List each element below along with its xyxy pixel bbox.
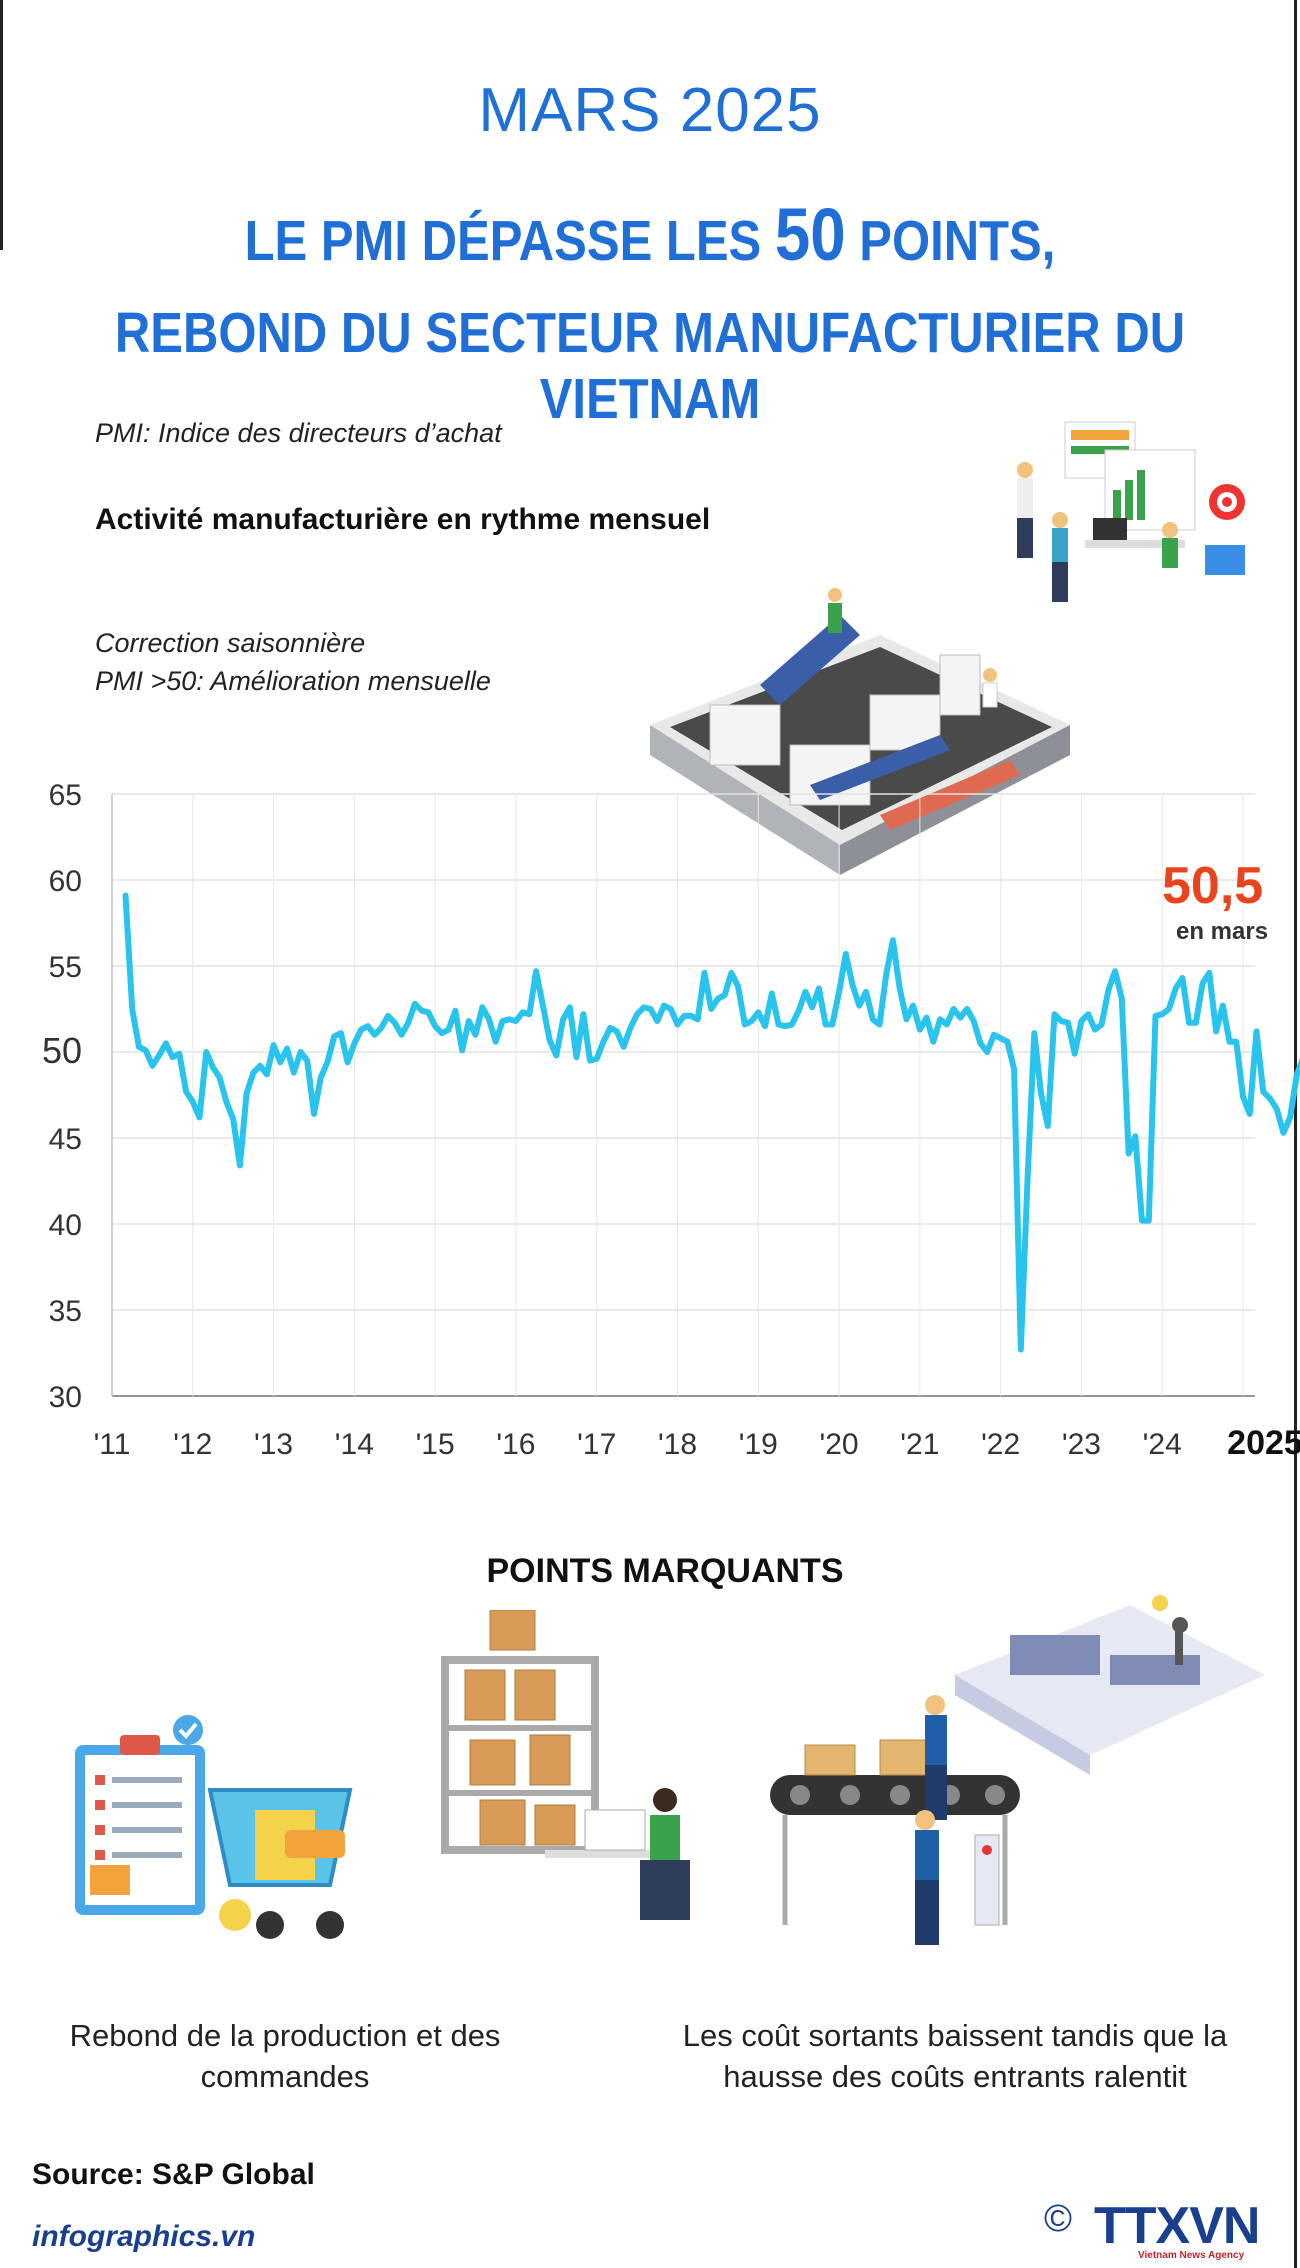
x-tick-label: 2025 [1227,1424,1300,1462]
source-credit: Source: S&P Global [32,2158,315,2191]
copyright-symbol: © [1044,2198,1072,2240]
x-tick-label: '16 [496,1428,535,1461]
headline-line-2: REBOND DU SECTEUR MANUFACTURIER DU VIETN… [114,301,1186,431]
x-tick-label: '23 [1062,1428,1101,1461]
x-tick-label: '22 [981,1428,1020,1461]
y-axis-ticks: 65 60 55 50 45 40 35 30 [42,779,82,1414]
frame-top-left [0,0,3,250]
y-tick-label: 65 [49,779,82,812]
production-line-illustration [770,1595,1265,1945]
y-tick-label: 55 [49,951,82,984]
y-tick-label: 60 [49,865,82,898]
order-checklist-illustration [75,1715,353,1939]
y-tick-label: 50 [42,1030,82,1071]
headline-line-1: LE PMI DÉPASSE LES 50 POINTS, [91,192,1209,277]
x-tick-label: '19 [739,1428,778,1461]
latest-value: 50,5 [1162,857,1264,915]
x-tick-label: '12 [173,1428,212,1461]
correction-note: Correction saisonnière [95,628,366,658]
latest-value-label: en mars [1176,918,1269,945]
x-tick-label: '11 [94,1428,131,1461]
brand-subtitle: Vietnam News Agency [1138,2250,1245,2261]
headline-number: 50 [774,193,846,276]
chart-gridlines [111,793,1255,1397]
x-tick-label: '20 [820,1428,859,1461]
x-axis-ticks: '11 '12 '13 '14 '15 '16 '17 '18 '19 '20 '21 '22 '23 '… [94,1424,1300,1462]
factory-illustration [650,588,1070,875]
chart-series [122,892,1300,1353]
highlights-title: POINTS MARQUANTS [486,1552,844,1590]
highlight-caption-2: Les coût sortants baissent tandis que la… [682,2018,1228,2094]
y-tick-label: 35 [49,1295,82,1328]
x-tick-label: '17 [577,1428,616,1461]
x-tick-label: '24 [1143,1428,1182,1461]
brand-logo: TTXVN [1094,2197,1260,2255]
x-tick-label: '18 [658,1428,697,1461]
x-tick-label: '14 [335,1428,374,1461]
x-tick-label: '13 [254,1428,293,1461]
analytics-team-illustration [1017,421,1245,602]
highlight-caption-1: Rebond de la production et des commandes [69,2018,501,2094]
site-name: infographics.vn [32,2220,256,2253]
series-line-pmi [122,892,1300,1353]
warehouse-worker-illustration [441,1610,690,1920]
headline-part-a: LE PMI DÉPASSE LES [244,209,775,273]
threshold-note: PMI >50: Amélioration mensuelle [95,666,491,696]
frame-top-right [1294,0,1297,2268]
x-tick-label: '15 [416,1428,455,1461]
date-title: MARS 2025 [478,76,822,145]
chart-subtitle: Activité manufacturière en rythme mensue… [95,503,711,536]
y-tick-label: 40 [49,1209,82,1242]
y-tick-label: 45 [49,1123,82,1156]
headline-part-b: POINTS, [845,209,1056,273]
pmi-definition: PMI: Indice des directeurs d’achat [95,418,502,448]
y-tick-label: 30 [49,1381,82,1414]
x-tick-label: '21 [900,1428,939,1461]
